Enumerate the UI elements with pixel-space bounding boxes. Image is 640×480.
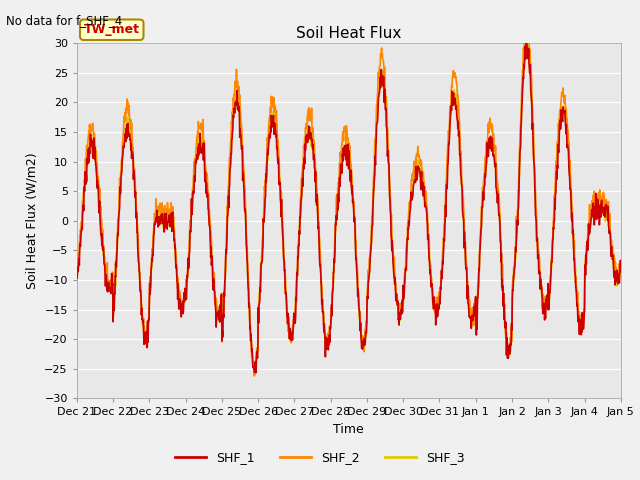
Title: Soil Heat Flux: Soil Heat Flux xyxy=(296,25,401,41)
Y-axis label: Soil Heat Flux (W/m2): Soil Heat Flux (W/m2) xyxy=(26,153,38,289)
Text: TW_met: TW_met xyxy=(84,23,140,36)
Text: No data for f_SHF_4: No data for f_SHF_4 xyxy=(6,14,123,27)
X-axis label: Time: Time xyxy=(333,423,364,436)
Legend: SHF_1, SHF_2, SHF_3: SHF_1, SHF_2, SHF_3 xyxy=(170,446,470,469)
